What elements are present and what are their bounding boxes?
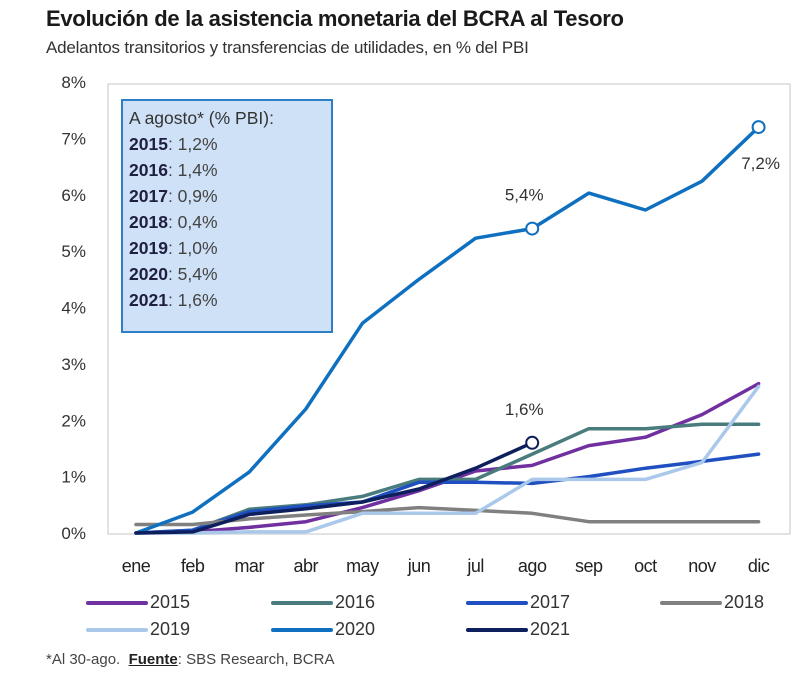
info-year: 2018	[129, 212, 168, 232]
series-lines	[134, 125, 761, 535]
legend-swatch	[86, 627, 148, 632]
legend-item-2018: 2018	[660, 592, 764, 613]
info-box-august-values: A agosto* (% PBI): 2015: 1,2% 2016: 1,4% 2…	[121, 99, 333, 333]
y-tick-label: 4%	[61, 299, 86, 318]
series-line-2020	[134, 125, 761, 535]
annotations: 5,4% 7,2% 1,6%	[505, 120, 780, 450]
legend-item-2017: 2017	[466, 592, 570, 613]
legend-swatch	[271, 600, 333, 605]
legend-swatch	[466, 627, 528, 632]
data-label-2020-ago: 5,4%	[505, 186, 544, 205]
data-marker-2021-ago	[525, 435, 540, 450]
x-tick-label: mar	[234, 556, 264, 576]
legend-label: 2018	[724, 592, 765, 612]
legend-label: 2021	[530, 619, 571, 639]
series-line-2018	[134, 505, 761, 527]
info-value: : 0,9%	[167, 186, 218, 206]
legend-label: 2017	[530, 592, 571, 612]
info-box-row: 2021: 1,6%	[129, 287, 325, 313]
info-value: : 5,4%	[167, 264, 218, 284]
y-tick-label: 6%	[61, 186, 86, 205]
x-tick-label: ene	[122, 556, 151, 576]
series-line-2019	[134, 384, 761, 535]
footnote: *Al 30-ago. Fuente: SBS Research, BCRA	[46, 651, 334, 668]
info-year: 2015	[129, 134, 168, 154]
x-tick-label: oct	[634, 556, 657, 576]
info-box-row: 2018: 0,4%	[129, 209, 325, 235]
footnote-note: *Al 30-ago.	[46, 651, 121, 668]
data-marker-2020-dic	[751, 120, 766, 135]
x-tick-label: sep	[575, 556, 603, 576]
info-year: 2021	[129, 290, 168, 310]
y-tick-label: 7%	[61, 129, 86, 148]
legend-label: 2016	[335, 592, 376, 612]
source-text: : SBS Research, BCRA	[177, 651, 335, 668]
legend-swatch	[466, 600, 528, 605]
info-year: 2020	[129, 264, 168, 284]
x-tick-label: jul	[466, 556, 484, 576]
legend-item-2019: 2019	[86, 619, 190, 640]
legend-item-2016: 2016	[271, 592, 375, 613]
legend-item-2020: 2020	[271, 619, 375, 640]
info-value: : 0,4%	[167, 212, 218, 232]
legend-item-2015: 2015	[86, 592, 190, 613]
legend-label: 2019	[150, 619, 191, 639]
series-line-2021	[134, 441, 534, 535]
x-tick-label: abr	[294, 556, 319, 576]
info-box-row: 2019: 1,0%	[129, 235, 325, 261]
info-value: : 1,6%	[167, 290, 218, 310]
y-axis: 0% 1% 2% 3% 4% 5% 6% 7% 8%	[61, 73, 86, 543]
data-marker-2020-ago	[525, 221, 540, 236]
plot-area-border	[107, 83, 791, 535]
chart-subtitle: Adelantos transitorios y transferencias …	[46, 38, 529, 57]
chart-title: Evolución de la asistencia monetaria del…	[46, 6, 624, 31]
info-year: 2019	[129, 238, 168, 258]
data-label-2020-dic: 7,2%	[741, 154, 780, 173]
legend-swatch	[271, 627, 333, 632]
info-year: 2016	[129, 160, 168, 180]
info-box-row: 2020: 5,4%	[129, 261, 325, 287]
series-line-2017	[134, 452, 761, 535]
x-tick-label: dic	[748, 556, 770, 576]
info-box-row: 2017: 0,9%	[129, 183, 325, 209]
legend-label: 2020	[335, 619, 376, 639]
info-year: 2017	[129, 186, 168, 206]
info-value: : 1,2%	[167, 134, 218, 154]
legend-label: 2015	[150, 592, 191, 612]
y-tick-label: 3%	[61, 355, 86, 374]
x-tick-label: may	[346, 556, 379, 576]
x-axis: ene feb mar abr may jun jul ago sep oct nov dic	[122, 556, 771, 576]
y-tick-label: 8%	[61, 73, 86, 92]
data-label-2021-ago: 1,6%	[505, 400, 544, 419]
info-box-row: 2016: 1,4%	[129, 157, 325, 183]
x-tick-label: feb	[181, 556, 205, 576]
x-tick-label: jun	[407, 556, 431, 576]
source-label: Fuente	[128, 651, 178, 668]
info-box-heading: A agosto* (% PBI):	[129, 108, 274, 128]
info-value: : 1,0%	[167, 238, 218, 258]
y-tick-label: 2%	[61, 411, 86, 430]
info-box-row: 2015: 1,2%	[129, 131, 325, 157]
legend-swatch	[86, 600, 148, 605]
y-tick-label: 1%	[61, 468, 86, 487]
legend-swatch	[660, 600, 722, 605]
y-tick-label: 0%	[61, 524, 86, 543]
x-tick-label: nov	[688, 556, 716, 576]
legend-item-2021: 2021	[466, 619, 570, 640]
y-tick-label: 5%	[61, 242, 86, 261]
x-tick-label: ago	[518, 556, 547, 576]
info-value: : 1,4%	[167, 160, 218, 180]
